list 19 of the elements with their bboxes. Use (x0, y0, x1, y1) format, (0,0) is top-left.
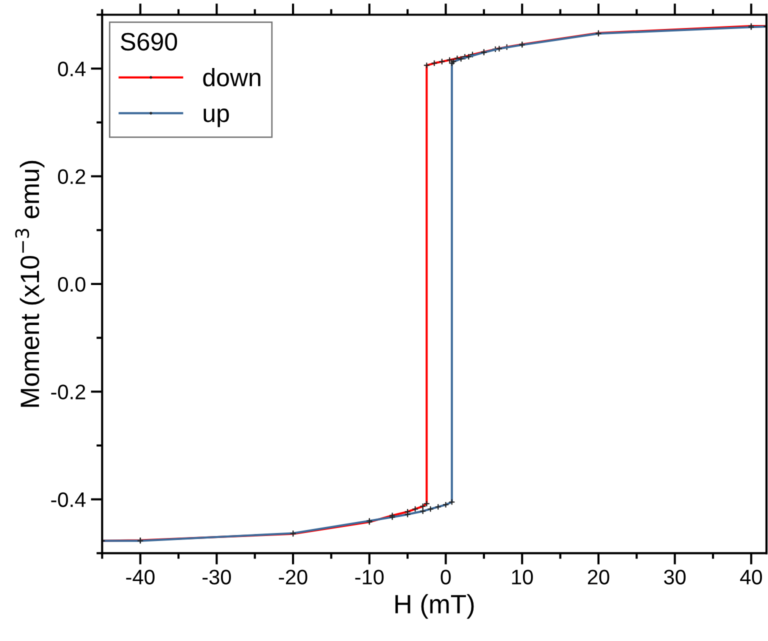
y-tick-label: 0.0 (58, 276, 86, 292)
x-axis-title: H (mT) (395, 594, 474, 619)
x-tick-label: -20 (278, 570, 308, 584)
y-tick-label: -0.4 (51, 492, 86, 508)
x-tick-label: 0 (440, 570, 451, 584)
x-tick-label: 10 (512, 570, 533, 584)
x-tick-label: 30 (664, 570, 686, 584)
x-tick-label: -30 (202, 570, 231, 584)
y-tick-label: 0.2 (58, 169, 86, 184)
legend-label: down (203, 68, 260, 86)
y-axis-title: Moment (x10$^{−3}$ emu) (15, 160, 44, 407)
y-tick-label: -0.2 (51, 384, 86, 400)
y-tick-label: 0.4 (58, 62, 86, 76)
legend-label: up (204, 108, 229, 128)
x-tick-label: 20 (588, 570, 610, 584)
x-tick-label: -40 (126, 570, 155, 584)
x-tick-label: -10 (355, 570, 384, 584)
legend-title: S690 (120, 32, 178, 51)
x-tick-label: 40 (740, 570, 762, 584)
